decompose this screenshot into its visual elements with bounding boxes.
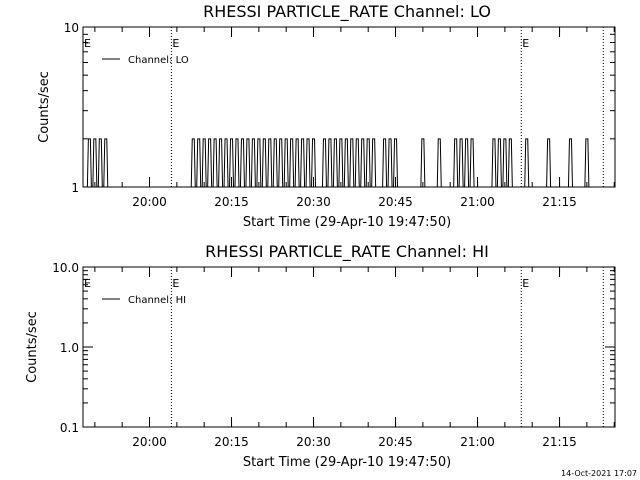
- series-pulse: [387, 138, 393, 188]
- legend-label: Channel: LO: [128, 55, 189, 66]
- series-pulse: [86, 138, 92, 188]
- event-marker-label: E: [522, 277, 529, 290]
- series-pulse: [103, 138, 109, 188]
- series-pulse: [502, 138, 508, 188]
- event-marker-label: E: [84, 37, 91, 50]
- series-pulse: [239, 138, 245, 188]
- series-pulse: [256, 138, 262, 188]
- series-pulse: [524, 138, 530, 188]
- y-tick-label: 1: [71, 181, 79, 195]
- y-tick-label: 10.0: [52, 261, 79, 275]
- series-pulse: [343, 138, 349, 188]
- series-pulse: [207, 138, 213, 188]
- event-marker-label: E: [522, 37, 529, 50]
- series-pulse: [332, 138, 338, 188]
- series-pulse: [321, 138, 327, 188]
- x-tick-label: 20:00: [132, 195, 167, 209]
- series-pulse: [436, 138, 442, 188]
- hi-channel-panel: RHESSI PARTICLE_RATE Channel: HI Counts/s…: [25, 242, 616, 470]
- series-pulse: [190, 138, 196, 188]
- series-pulse: [267, 138, 273, 188]
- series-pulse: [382, 138, 388, 188]
- y-tick-label: 1.0: [60, 341, 79, 355]
- series-pulse: [212, 138, 218, 188]
- x-tick-label: 20:30: [296, 435, 331, 449]
- series-pulse: [196, 138, 202, 188]
- series-pulse: [507, 138, 513, 188]
- series-pulse: [289, 138, 295, 188]
- plot-frame: [82, 26, 616, 188]
- series-pulse: [218, 138, 224, 188]
- series-pulse: [305, 138, 311, 188]
- series-pulse: [223, 138, 229, 188]
- x-tick-label: 20:30: [296, 195, 331, 209]
- series-pulse: [245, 138, 251, 188]
- event-marker-label: E: [172, 37, 179, 50]
- series-pulse: [491, 138, 497, 188]
- lo-channel-panel: RHESSI PARTICLE_RATE Channel: LO Counts/s…: [37, 2, 616, 230]
- x-tick-label: 21:15: [542, 195, 577, 209]
- y-tick-label: 0.1: [60, 421, 79, 435]
- series-pulse: [272, 138, 278, 188]
- plot-frame: [82, 266, 616, 428]
- x-axis-label: Start Time (29-Apr-10 19:47:50): [243, 455, 451, 470]
- x-tick-label: 21:00: [460, 435, 495, 449]
- series-pulse: [393, 138, 399, 188]
- series-pulse: [234, 138, 240, 188]
- series-pulse: [283, 138, 289, 188]
- series-pulse: [261, 138, 267, 188]
- series-pulse: [201, 138, 207, 188]
- footer-timestamp: 14-Oct-2021 17:07: [561, 469, 637, 478]
- event-marker-label: E: [172, 277, 179, 290]
- series-pulse: [294, 138, 300, 188]
- legend-label: Channel: HI: [128, 295, 186, 306]
- series-pulse: [469, 138, 475, 188]
- series-pulse: [496, 138, 502, 188]
- series-pulse: [371, 138, 377, 188]
- y-axis-label: Counts/sec: [37, 71, 52, 143]
- series-pulse: [349, 138, 355, 188]
- series-pulse: [300, 138, 306, 188]
- x-tick-label: 20:00: [132, 435, 167, 449]
- series-pulse: [97, 138, 103, 188]
- chart-title: RHESSI PARTICLE_RATE Channel: HI: [205, 242, 489, 262]
- series-pulse: [453, 138, 459, 188]
- y-tick-label: 10: [64, 21, 79, 35]
- series-pulse: [250, 138, 256, 188]
- series-pulse: [464, 138, 470, 188]
- x-axis-label: Start Time (29-Apr-10 19:47:50): [243, 215, 451, 230]
- chart-title: RHESSI PARTICLE_RATE Channel: LO: [203, 2, 491, 22]
- x-tick-label: 20:45: [378, 195, 413, 209]
- event-marker-label: E: [84, 277, 91, 290]
- series-pulse: [229, 138, 235, 188]
- series-pulse: [365, 138, 371, 188]
- series-pulse: [458, 138, 464, 188]
- x-tick-label: 21:15: [542, 435, 577, 449]
- series-pulse: [584, 138, 590, 188]
- series-pulse: [92, 138, 98, 188]
- series-pulse: [567, 138, 573, 188]
- series-pulse: [354, 138, 360, 188]
- x-tick-label: 21:00: [460, 195, 495, 209]
- series-pulse: [311, 138, 317, 188]
- series-pulse: [338, 138, 344, 188]
- series-pulse: [420, 138, 426, 188]
- y-axis-label: Counts/sec: [25, 311, 40, 383]
- x-tick-label: 20:15: [214, 195, 249, 209]
- series-pulse: [360, 138, 366, 188]
- x-tick-label: 20:15: [214, 435, 249, 449]
- x-tick-label: 20:45: [378, 435, 413, 449]
- series-pulse: [327, 138, 333, 188]
- series-pulse: [278, 138, 284, 188]
- series-pulse: [546, 138, 552, 188]
